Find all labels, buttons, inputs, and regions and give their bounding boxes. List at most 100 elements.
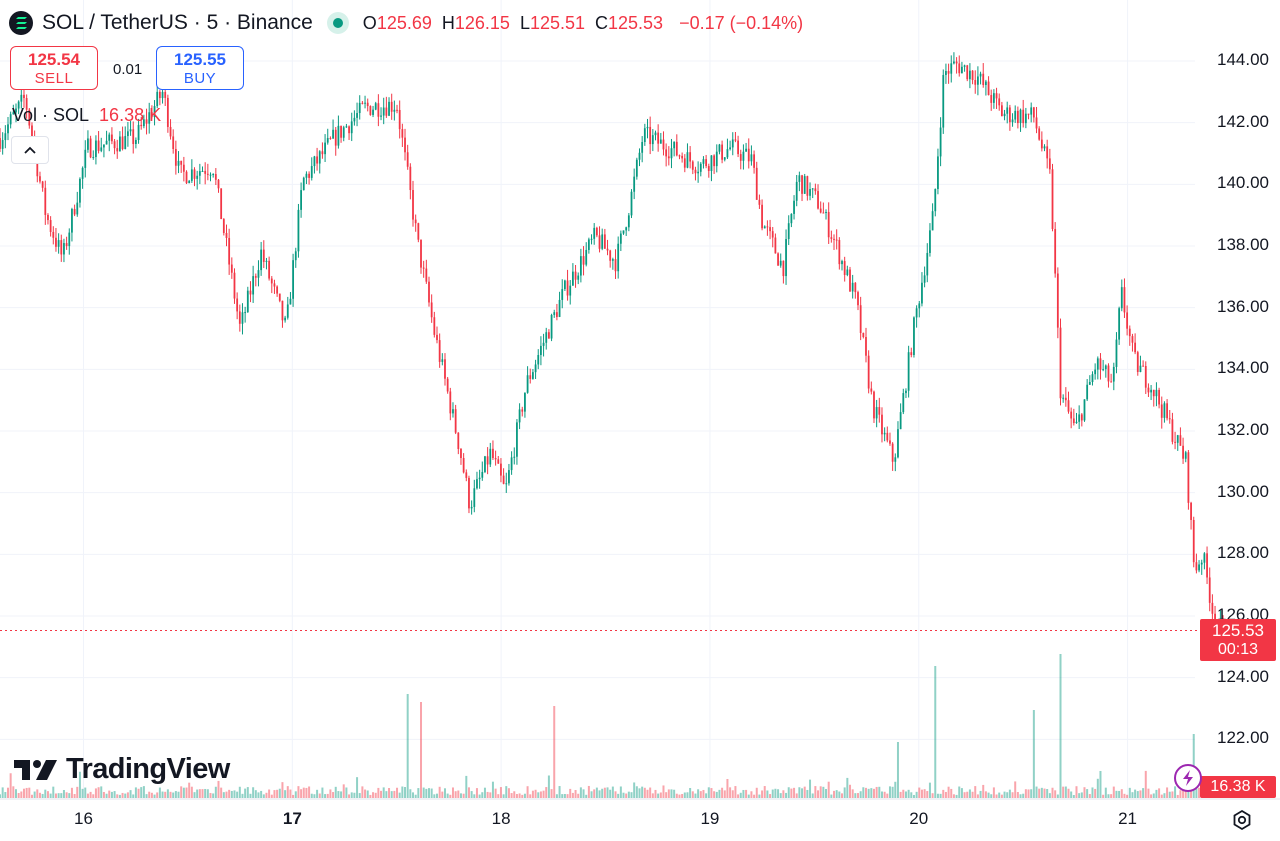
volume-bar bbox=[105, 793, 108, 798]
volume-bar bbox=[398, 792, 401, 798]
candle bbox=[108, 132, 111, 152]
candle bbox=[100, 137, 103, 153]
candle bbox=[246, 286, 249, 313]
volume-bar bbox=[926, 791, 929, 798]
candle bbox=[0, 128, 1, 152]
candle bbox=[779, 253, 782, 268]
volume-bar bbox=[467, 787, 470, 798]
candle bbox=[55, 227, 57, 252]
volume-bar bbox=[401, 786, 404, 798]
candle bbox=[587, 237, 590, 254]
candle bbox=[603, 228, 606, 249]
volume-bar bbox=[443, 788, 446, 798]
volume-bar bbox=[188, 782, 191, 798]
candle bbox=[627, 212, 630, 232]
volume-bar bbox=[875, 786, 878, 798]
collapse-legend-button[interactable] bbox=[11, 136, 49, 164]
volume-bar bbox=[713, 791, 716, 798]
volume-bar bbox=[198, 789, 201, 798]
volume-bar bbox=[952, 794, 955, 798]
candle bbox=[252, 265, 255, 303]
gear-icon[interactable] bbox=[1230, 808, 1254, 832]
volume-bar bbox=[49, 793, 52, 798]
sell-button[interactable]: 125.54 SELL bbox=[10, 46, 98, 90]
volume-bar bbox=[1003, 791, 1006, 798]
volume-bar bbox=[529, 794, 532, 798]
tradingview-logo[interactable]: TradingView bbox=[14, 753, 230, 786]
volume-bar bbox=[835, 790, 838, 798]
candle bbox=[1158, 387, 1160, 409]
volume-bar bbox=[313, 794, 316, 798]
candle bbox=[476, 471, 478, 490]
volume-bar bbox=[1120, 789, 1123, 798]
ohlc-legend: O125.69 H126.15 L125.51 C125.53 −0.17 (−… bbox=[363, 13, 803, 34]
volume-bar bbox=[497, 794, 500, 798]
volume-bar bbox=[94, 788, 97, 798]
volume-bar bbox=[54, 793, 57, 798]
volume-bar bbox=[750, 791, 753, 798]
candle bbox=[412, 180, 414, 227]
volume-bar bbox=[260, 790, 263, 798]
volume-bar bbox=[161, 791, 164, 798]
candle bbox=[897, 421, 899, 459]
volume-bar bbox=[28, 787, 31, 798]
candle bbox=[670, 138, 673, 169]
candle bbox=[268, 256, 271, 281]
volume-bar bbox=[396, 787, 399, 798]
solana-logo-icon[interactable] bbox=[8, 10, 34, 36]
volume-bar bbox=[52, 786, 55, 798]
close-value: 125.53 bbox=[608, 12, 664, 33]
candle bbox=[745, 142, 747, 152]
time-axis-label: 16 bbox=[74, 809, 93, 828]
candle bbox=[196, 170, 199, 190]
candle bbox=[947, 63, 950, 84]
candle bbox=[790, 213, 793, 228]
candle bbox=[699, 162, 702, 177]
candle bbox=[345, 123, 348, 128]
volume-legend[interactable]: Vol · SOL 16.38 K bbox=[12, 105, 161, 126]
candle bbox=[326, 128, 329, 145]
volume-bar bbox=[883, 791, 886, 798]
candle bbox=[707, 163, 710, 178]
candle bbox=[899, 403, 902, 430]
candle bbox=[249, 281, 252, 303]
volume-bar bbox=[795, 793, 798, 798]
candle bbox=[801, 174, 803, 202]
volume-bar bbox=[150, 792, 153, 798]
candle bbox=[758, 194, 761, 209]
candle bbox=[553, 309, 556, 318]
volume-bar bbox=[707, 787, 710, 798]
candle bbox=[819, 201, 822, 214]
volume-bar bbox=[1142, 788, 1145, 798]
candle bbox=[945, 63, 947, 84]
volume-bar bbox=[316, 789, 319, 798]
candle bbox=[774, 233, 777, 254]
volume-bar bbox=[603, 787, 606, 798]
candle bbox=[201, 166, 204, 172]
close-key: C bbox=[595, 12, 609, 33]
candle bbox=[827, 202, 830, 244]
candle bbox=[526, 366, 529, 394]
volume-bar bbox=[915, 791, 918, 798]
candle bbox=[148, 102, 151, 134]
volume-bar bbox=[587, 785, 590, 798]
volume-bar bbox=[904, 791, 907, 798]
buy-button[interactable]: 125.55 BUY bbox=[156, 46, 244, 90]
lightning-button[interactable] bbox=[1174, 764, 1202, 792]
candle bbox=[777, 252, 779, 266]
volume-bar bbox=[454, 791, 457, 798]
volume-bar bbox=[1091, 787, 1094, 798]
volume-bar bbox=[987, 792, 990, 798]
volume-bar bbox=[308, 786, 311, 798]
candle bbox=[500, 458, 502, 483]
volume-bar bbox=[177, 791, 180, 798]
candle bbox=[1016, 106, 1019, 129]
volume-bar bbox=[878, 786, 881, 798]
volume-bar bbox=[318, 793, 321, 798]
candle bbox=[71, 207, 73, 242]
market-status-indicator[interactable] bbox=[326, 12, 349, 34]
volume-bar bbox=[963, 792, 966, 798]
symbol-title[interactable]: SOL / TetherUS · 5 · Binance bbox=[42, 11, 313, 34]
volume-bar bbox=[779, 793, 782, 798]
